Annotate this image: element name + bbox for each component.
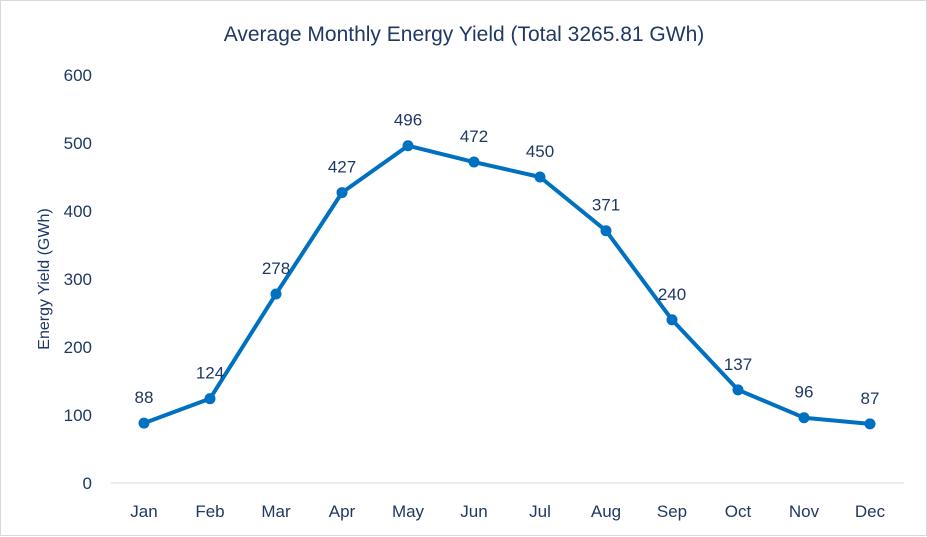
x-tick-label: Jul (529, 502, 551, 521)
data-label: 472 (460, 127, 488, 146)
data-label: 450 (526, 142, 554, 161)
x-tick-label: Aug (591, 502, 621, 521)
data-label: 496 (394, 111, 422, 130)
x-tick-label: Sep (657, 502, 687, 521)
x-tick-label: Oct (725, 502, 752, 521)
data-labels: 88 124 278 427 496 472 450 371 240 137 96 87 (135, 111, 880, 408)
data-point (204, 393, 216, 405)
data-point (402, 140, 414, 152)
y-tick-label: 100 (64, 406, 92, 425)
x-tick-label: Apr (329, 502, 356, 521)
data-point (468, 156, 480, 168)
y-axis-label: Energy Yield (GWh) (36, 208, 53, 349)
y-tick-label: 400 (64, 202, 92, 221)
data-point (798, 412, 810, 424)
data-label: 137 (724, 355, 752, 374)
x-tick-label: May (392, 502, 425, 521)
series-line (142, 143, 872, 426)
y-tick-label: 500 (64, 134, 92, 153)
data-label: 278 (262, 259, 290, 278)
x-tick-labels: Jan Feb Mar Apr May Jun Jul Aug Sep Oct Nov Dec (130, 502, 885, 521)
y-tick-label: 300 (64, 270, 92, 289)
x-tick-label: Mar (261, 502, 291, 521)
y-tick-label: 200 (64, 338, 92, 357)
x-tick-label: Nov (789, 502, 820, 521)
chart-title: Average Monthly Energy Yield (Total 3265… (224, 23, 705, 46)
data-point (138, 417, 150, 429)
data-point (336, 187, 348, 199)
x-tick-label: Dec (855, 502, 886, 521)
data-label: 87 (861, 389, 880, 408)
y-tick-labels: 0 100 200 300 400 500 600 (64, 66, 92, 493)
data-point (270, 288, 282, 300)
data-label: 240 (658, 285, 686, 304)
data-point (600, 225, 612, 237)
data-point (534, 171, 546, 183)
x-tick-label: Jun (460, 502, 487, 521)
data-point (732, 384, 744, 396)
y-tick-label: 600 (64, 66, 92, 85)
x-tick-label: Jan (130, 502, 157, 521)
x-tick-label: Feb (195, 502, 224, 521)
data-label: 371 (592, 196, 620, 215)
data-point (864, 418, 876, 430)
data-point (666, 314, 678, 326)
data-label: 427 (328, 158, 356, 177)
data-label: 88 (135, 388, 154, 407)
data-points (138, 140, 876, 430)
data-label: 96 (795, 383, 814, 402)
y-tick-label: 0 (83, 474, 92, 493)
data-label: 124 (196, 364, 224, 383)
